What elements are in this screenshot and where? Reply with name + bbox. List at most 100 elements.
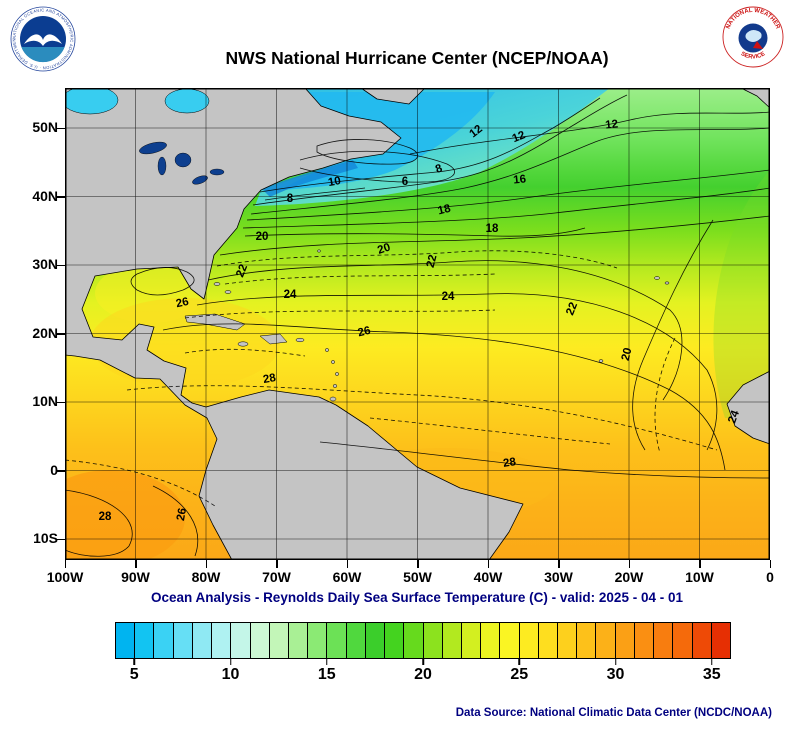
colorbar-cell [404,623,424,658]
great-lakes [139,141,225,185]
colorbar-tick [711,659,713,665]
noaa-logo: NATIONAL OCEANIC AND ATMOSPHERIC ADMINIS… [8,2,76,72]
colorbar-cell [481,623,501,658]
nws-flag-icon [753,41,763,49]
contour-value-label: 22 [564,301,580,317]
colorbar-cell [346,623,366,658]
contour-value-label: 24 [442,291,455,303]
lon-axis-tick [64,560,66,568]
page-title: NWS National Hurricane Center (NCEP/NOAA… [225,48,609,68]
data-source-text: Data Source: National Climatic Data Cent… [455,707,772,719]
contour-value-label: 8 [434,162,445,176]
colorbar-cell [173,623,193,658]
colorbar-cell [692,623,712,658]
lat-axis-label: 0 [50,461,58,478]
map-frame [65,88,770,560]
lat-axis-tick [56,127,65,129]
colorbar-tick-label: 10 [221,666,240,683]
contour-value-label: 18 [437,203,453,218]
map-plot-area: 10 6 8 8 12 12 12 16 18 18 20 20 22 22 22 24 24 26 26 20 24 2… [35,85,771,566]
contour-value-label: 28 [99,511,112,523]
colorbar-cell [538,623,559,658]
colorbar-cell [500,623,520,658]
colorbar-tick-label: 20 [414,666,432,683]
contour-value-label: 28 [502,456,517,470]
colorbar-labels: 5 10 15 20 25 30 35 [115,666,731,686]
contour-value-label: 20 [376,241,392,256]
lon-axis-tick [487,560,489,568]
colorbar-cell [192,623,213,658]
lon-axis-label: 80W [191,569,221,585]
nws-logo-graphic: NATIONAL WEATHER SERVICE [722,6,784,68]
lon-axis-label: 30W [544,569,573,585]
colorbar-tick [326,659,328,665]
lon-axis-tick [558,560,560,568]
colorbar-cell [250,623,270,658]
lon-axis-label: 70W [262,569,291,585]
lon-axis-tick [769,560,771,568]
lon-axis-tick [205,560,207,568]
grid-layer [65,88,770,560]
colorbar-cell [615,623,635,658]
contour-value-label: 10 [327,175,342,189]
contour-value-label: 16 [513,173,527,186]
colorbar-cell [288,623,309,658]
nws-ring-text-bottom: SERVICE [740,51,767,60]
lon-axis-label: 90W [121,569,150,585]
nws-logo: NATIONAL WEATHER SERVICE [722,6,784,68]
colorbar-cell [558,623,578,658]
colorbar-cell [269,623,289,658]
contour-value-label: 20 [620,347,635,362]
colorbar-cell [461,623,482,658]
colorbar-cell [116,623,136,658]
colorbar-tick-label: 30 [606,666,625,683]
lon-axis-label: 60W [332,569,362,585]
contour-value-label: 26 [175,507,189,522]
lon-axis-tick [346,560,348,568]
contour-value-label: 28 [262,372,277,386]
colorbar-cell [423,623,443,658]
lon-axis-tick [135,560,137,568]
colorbar-tick-label: 15 [317,666,336,683]
lon-axis-label: 50W [403,569,432,585]
colorbar-cell [365,623,386,658]
lon-axis-label: 100W [46,569,84,585]
lat-axis-label: 30N [32,256,58,272]
colorbar-ticks [115,659,731,665]
contour-layer [64,94,771,557]
colorbar-cell [711,623,730,658]
colorbar-tick [422,659,424,665]
lat-axis-tick [56,333,65,335]
lat-axis-tick [56,538,65,540]
colorbar-cell [327,623,347,658]
colorbar-cell [596,623,616,658]
contour-value-label: 22 [234,263,250,279]
colorbar [115,622,731,659]
colorbar-cell [154,623,174,658]
lon-axis-label: 20W [614,569,644,585]
colorbar-cell [519,623,539,658]
map-caption: Ocean Analysis - Reynolds Daily Sea Surf… [151,590,683,605]
colorbar-cell [212,623,232,658]
lat-axis-label: 10N [32,393,58,409]
noaa-logo-graphic: NATIONAL OCEANIC AND ATMOSPHERIC ADMINIS… [8,2,76,72]
colorbar-cell [673,623,693,658]
lon-axis-label: 0 [766,569,774,585]
svg-text:SERVICE: SERVICE [740,51,767,60]
colorbar-tick [614,659,617,665]
lon-axis-label: 10W [685,569,714,585]
lon-axis-tick [699,560,701,568]
colorbar-tick [518,659,520,665]
lat-axis-label: 50N [32,119,58,135]
colorbar-tick [229,659,232,665]
colorbar-tick-label: 25 [510,666,529,683]
contour-value-label: 6 [402,176,408,188]
contour-value-label: 20 [256,231,269,243]
contour-value-label: 26 [175,296,190,310]
caribbean-islands [184,249,670,402]
contour-value-label: 24 [726,408,742,425]
colorbar-cell [654,623,674,658]
